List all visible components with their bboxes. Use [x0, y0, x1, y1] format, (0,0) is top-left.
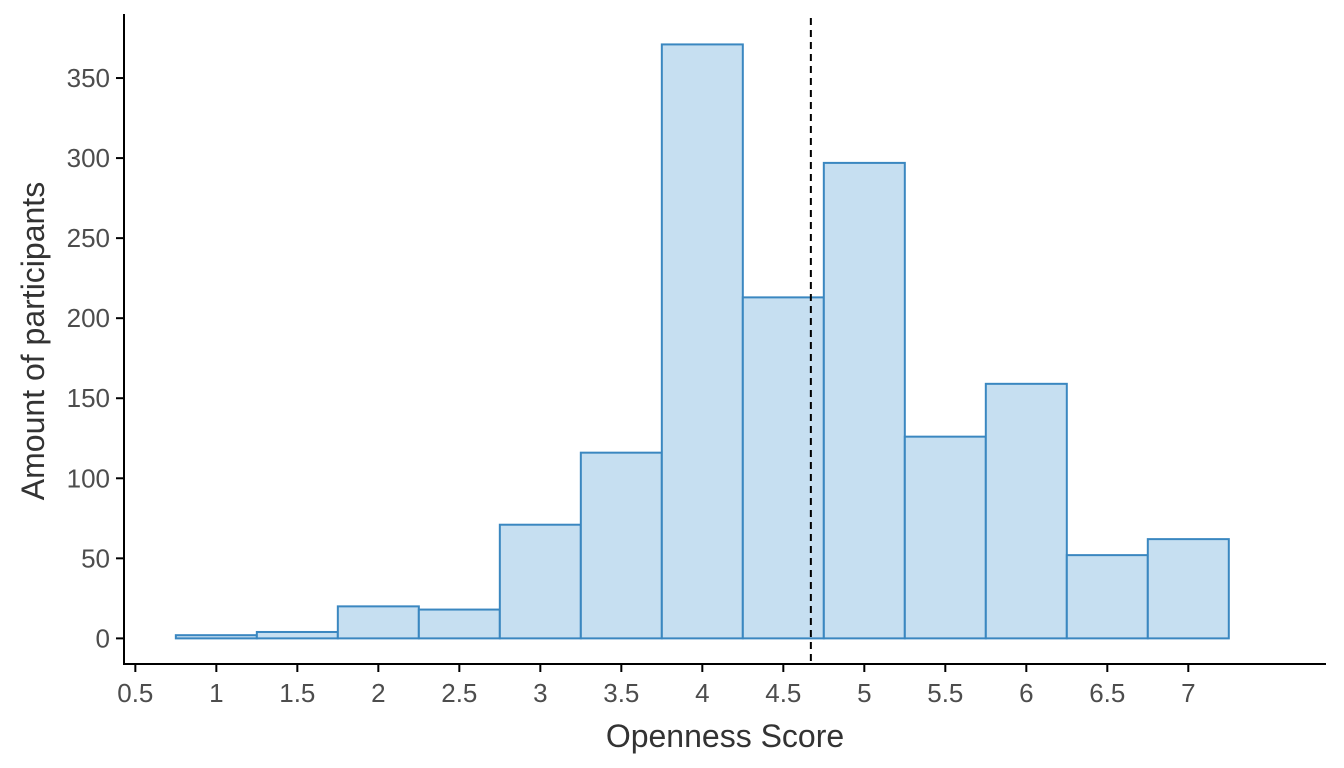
axes	[123, 14, 1326, 665]
x-tick-label: 1	[209, 678, 223, 708]
histogram-bar	[579, 451, 663, 640]
histogram-bar	[660, 43, 744, 640]
x-axis-ticks: 0.5 1 1.5 2 2.5 3 3.5 4 4.5 5 5.5 6 6.5 7	[117, 664, 1196, 708]
x-tick-label: 7	[1181, 678, 1195, 708]
y-tick-label: 250	[67, 223, 110, 253]
histogram-bar	[174, 634, 258, 640]
x-tick-label: 5.5	[927, 678, 963, 708]
x-tick-label: 3.5	[603, 678, 639, 708]
y-tick-label: 50	[81, 543, 110, 573]
histogram-bar	[255, 630, 339, 640]
y-tick-label: 300	[67, 143, 110, 173]
x-axis-title: Openness Score	[606, 718, 844, 754]
x-tick-label: 2.5	[441, 678, 477, 708]
histogram-bar	[1146, 538, 1230, 640]
x-tick-label: 1.5	[279, 678, 315, 708]
histogram-bar	[498, 523, 582, 640]
x-tick-label: 3	[533, 678, 547, 708]
y-axis-title: Amount of participants	[15, 182, 51, 500]
x-tick-label: 6	[1019, 678, 1033, 708]
x-tick-label: 2	[371, 678, 385, 708]
x-tick-label: 5	[857, 678, 871, 708]
x-tick-label: 6.5	[1089, 678, 1125, 708]
histogram-bars	[174, 43, 1230, 640]
histogram-bar	[336, 605, 420, 640]
histogram-bar	[984, 382, 1068, 640]
histogram-bar	[822, 161, 906, 640]
y-tick-label: 350	[67, 63, 110, 93]
histogram-bar	[1065, 554, 1149, 640]
y-tick-label: 150	[67, 383, 110, 413]
x-tick-label: 0.5	[117, 678, 153, 708]
histogram-bar	[417, 608, 501, 640]
y-axis-ticks: 0 50 100 150 200 250 300 350	[67, 63, 124, 653]
y-tick-label: 200	[67, 303, 110, 333]
histogram-bar	[903, 435, 987, 640]
y-tick-label: 100	[67, 463, 110, 493]
y-tick-label: 0	[96, 623, 110, 653]
x-tick-label: 4.5	[765, 678, 801, 708]
x-tick-label: 4	[695, 678, 709, 708]
